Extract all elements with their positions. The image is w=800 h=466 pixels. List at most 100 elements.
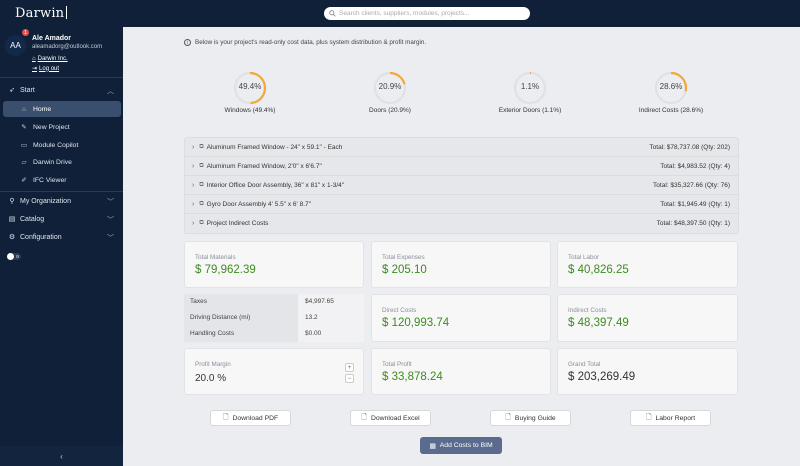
sidebar-item-module-copilot[interactable]: ▭ Module Copilot	[3, 137, 121, 153]
row-total: Total: $48,397.50 (Qty: 1)	[656, 220, 730, 227]
card-total-labor: Total Labor $ 40,826.25	[557, 241, 738, 288]
section-label: My Organization	[20, 197, 71, 205]
sidebar-section-catalog[interactable]: ▤ Catalog ﹀	[0, 211, 123, 227]
search-box[interactable]	[324, 7, 530, 20]
window-icon: ⧉	[199, 143, 204, 150]
card-value: $ 33,878.24	[382, 371, 443, 383]
table-row[interactable]: › ⧉ Interior Office Door Assembly, 36" x 8…	[185, 176, 738, 195]
gauge-percent: 1.1%	[520, 82, 540, 91]
card-value: $ 79,962.39	[195, 264, 256, 276]
table-row[interactable]: › ⧉ Gyro Door Assembly 4' 5.5" x 6' 8.7" To…	[185, 195, 738, 214]
download-excel-button[interactable]: 🗋 Download Excel	[350, 410, 431, 426]
top-bar: Darwin	[0, 0, 800, 27]
section-label: Catalog	[20, 215, 45, 223]
profit-margin-value[interactable]: 20.0 %	[195, 373, 227, 384]
search-input[interactable]	[339, 10, 519, 17]
gauge-label: Doors (20.9%)	[369, 107, 411, 114]
download-pdf-button[interactable]: 🗋 Download PDF	[210, 410, 291, 426]
table-row[interactable]: › ⧉ Project Indirect Costs Total: $48,397.5…	[185, 214, 738, 233]
row-name: Aluminum Framed Window - 24" x 59.1" - E…	[206, 143, 343, 151]
user-panel: AA 1 Ale Amador aleamadorg@outlook.com ⌂…	[0, 27, 123, 77]
driving-distance-row: Driving Distance (mi) 13.2	[184, 310, 364, 326]
org-link-label: Darwin Inc.	[37, 56, 68, 62]
org-link[interactable]: ⌂ Darwin Inc.	[32, 56, 68, 62]
sidebar-item-label: Module Copilot	[33, 141, 79, 149]
gauge-indirect-costs: 28.6% Indirect Costs (28.6%)	[621, 71, 721, 114]
organization-icon: ⚲	[9, 198, 15, 205]
sidebar-section-organization[interactable]: ⚲ My Organization ﹀	[0, 193, 123, 209]
sidebar-section-start[interactable]: ➶ Start ︿	[0, 82, 123, 98]
sidebar-section-configuration[interactable]: ⚙ Configuration ﹀	[0, 229, 123, 245]
card-direct-costs: Direct Costs $ 120,993.74	[371, 294, 551, 342]
decrement-button[interactable]: −	[345, 374, 354, 383]
card-label: Grand Total	[568, 361, 601, 368]
chevron-right-icon: ›	[192, 220, 195, 227]
section-label: Start	[20, 86, 35, 94]
sidebar-item-home[interactable]: ⌂ Home	[3, 101, 121, 117]
sidebar-item-new-project[interactable]: ✎ New Project	[3, 119, 121, 135]
card-total-profit: Total Profit $ 33,878.24	[371, 348, 551, 395]
gauge-label: Exterior Doors (1.1%)	[498, 107, 562, 114]
gear-icon: ⚙	[8, 234, 16, 241]
gauge-ring	[373, 71, 407, 105]
notification-badge[interactable]: 1	[22, 29, 29, 36]
logout-link[interactable]: ⇥ Log out	[32, 65, 60, 73]
chevron-down-icon: ﹀	[107, 217, 114, 224]
card-indirect-costs: Indirect Costs $ 48,397.49	[557, 294, 738, 342]
increment-button[interactable]: +	[345, 363, 354, 372]
theme-toggle[interactable]	[7, 253, 21, 260]
row-value: $4,997.65	[298, 294, 364, 310]
card-total-materials: Total Materials $ 79,962.39	[184, 241, 364, 288]
home-icon: ⌂	[32, 56, 36, 62]
chevron-down-icon: ﹀	[107, 199, 114, 206]
file-icon: 🗋	[645, 413, 652, 421]
table-row[interactable]: › ⧉ Aluminum Framed Window, 2'0" x 6'6.7" T…	[185, 157, 738, 176]
folder-icon: ▱	[21, 159, 27, 166]
user-name: Ale Amador	[32, 35, 72, 42]
rocket-icon: ➶	[9, 87, 15, 94]
gauge-ring	[233, 71, 267, 105]
card-value: $ 205.10	[382, 264, 427, 276]
collapse-sidebar-button[interactable]: ‹	[0, 446, 123, 466]
add-costs-to-bim-button[interactable]: ▦ Add Costs to BIM	[420, 437, 502, 454]
labor-report-button[interactable]: 🗋 Labor Report	[630, 410, 711, 426]
row-value: 13.2	[298, 310, 364, 326]
darwin-logo[interactable]: Darwin	[15, 6, 68, 21]
row-total: Total: $35,327.66 (Qty: 76)	[653, 182, 730, 189]
buying-guide-button[interactable]: 🗋 Buying Guide	[490, 410, 571, 426]
gauge-ring	[513, 71, 547, 105]
button-label: Download Excel	[370, 414, 420, 422]
row-total: Total: $4,983.52 (Qty: 4)	[660, 163, 730, 170]
home-icon: ⌂	[22, 105, 26, 113]
sidebar-item-label: IFC Viewer	[33, 176, 67, 184]
row-name: Gyro Door Assembly 4' 5.5" x 6' 8.7"	[206, 200, 311, 208]
card-label: Profit Margin	[195, 361, 231, 368]
info-icon: i	[184, 39, 191, 46]
moon-icon	[16, 255, 19, 258]
row-name: Interior Office Door Assembly, 36" x 81"…	[206, 181, 345, 189]
file-icon: 🗋	[222, 413, 229, 421]
row-name: Aluminum Framed Window, 2'0" x 6'6.7"	[206, 162, 322, 170]
toggle-knob	[7, 253, 14, 260]
sidebar-divider	[0, 191, 123, 192]
avatar[interactable]: AA	[5, 35, 26, 56]
gauge-exterior-doors: 1.1% Exterior Doors (1.1%)	[480, 71, 580, 114]
document-icon: ▭	[20, 142, 28, 149]
gauge-ring	[654, 71, 688, 105]
chevron-right-icon: ›	[192, 162, 195, 170]
search-icon	[329, 10, 336, 17]
chevron-left-icon: ‹	[60, 451, 63, 461]
door-icon: ⧉	[199, 200, 204, 207]
card-total-expenses: Total Expenses $ 205.10	[371, 241, 551, 288]
sidebar-item-ifc-viewer[interactable]: ✐ IFC Viewer	[3, 172, 121, 188]
sidebar-item-darwin-drive[interactable]: ▱ Darwin Drive	[3, 154, 121, 170]
gauge-doors: 20.9% Doors (20.9%)	[340, 71, 440, 114]
logout-label: Log out	[39, 65, 60, 72]
taxes-row: Taxes $4,997.65	[184, 294, 364, 310]
card-value: $ 120,993.74	[382, 317, 450, 329]
door-icon: ⧉	[199, 181, 204, 188]
card-label: Total Expenses	[382, 254, 425, 261]
file-icon: 🗋	[505, 413, 511, 421]
table-row[interactable]: › ⧉ Aluminum Framed Window - 24" x 59.1" -…	[185, 138, 738, 157]
info-text: Below is your project's read-only cost d…	[195, 39, 427, 46]
